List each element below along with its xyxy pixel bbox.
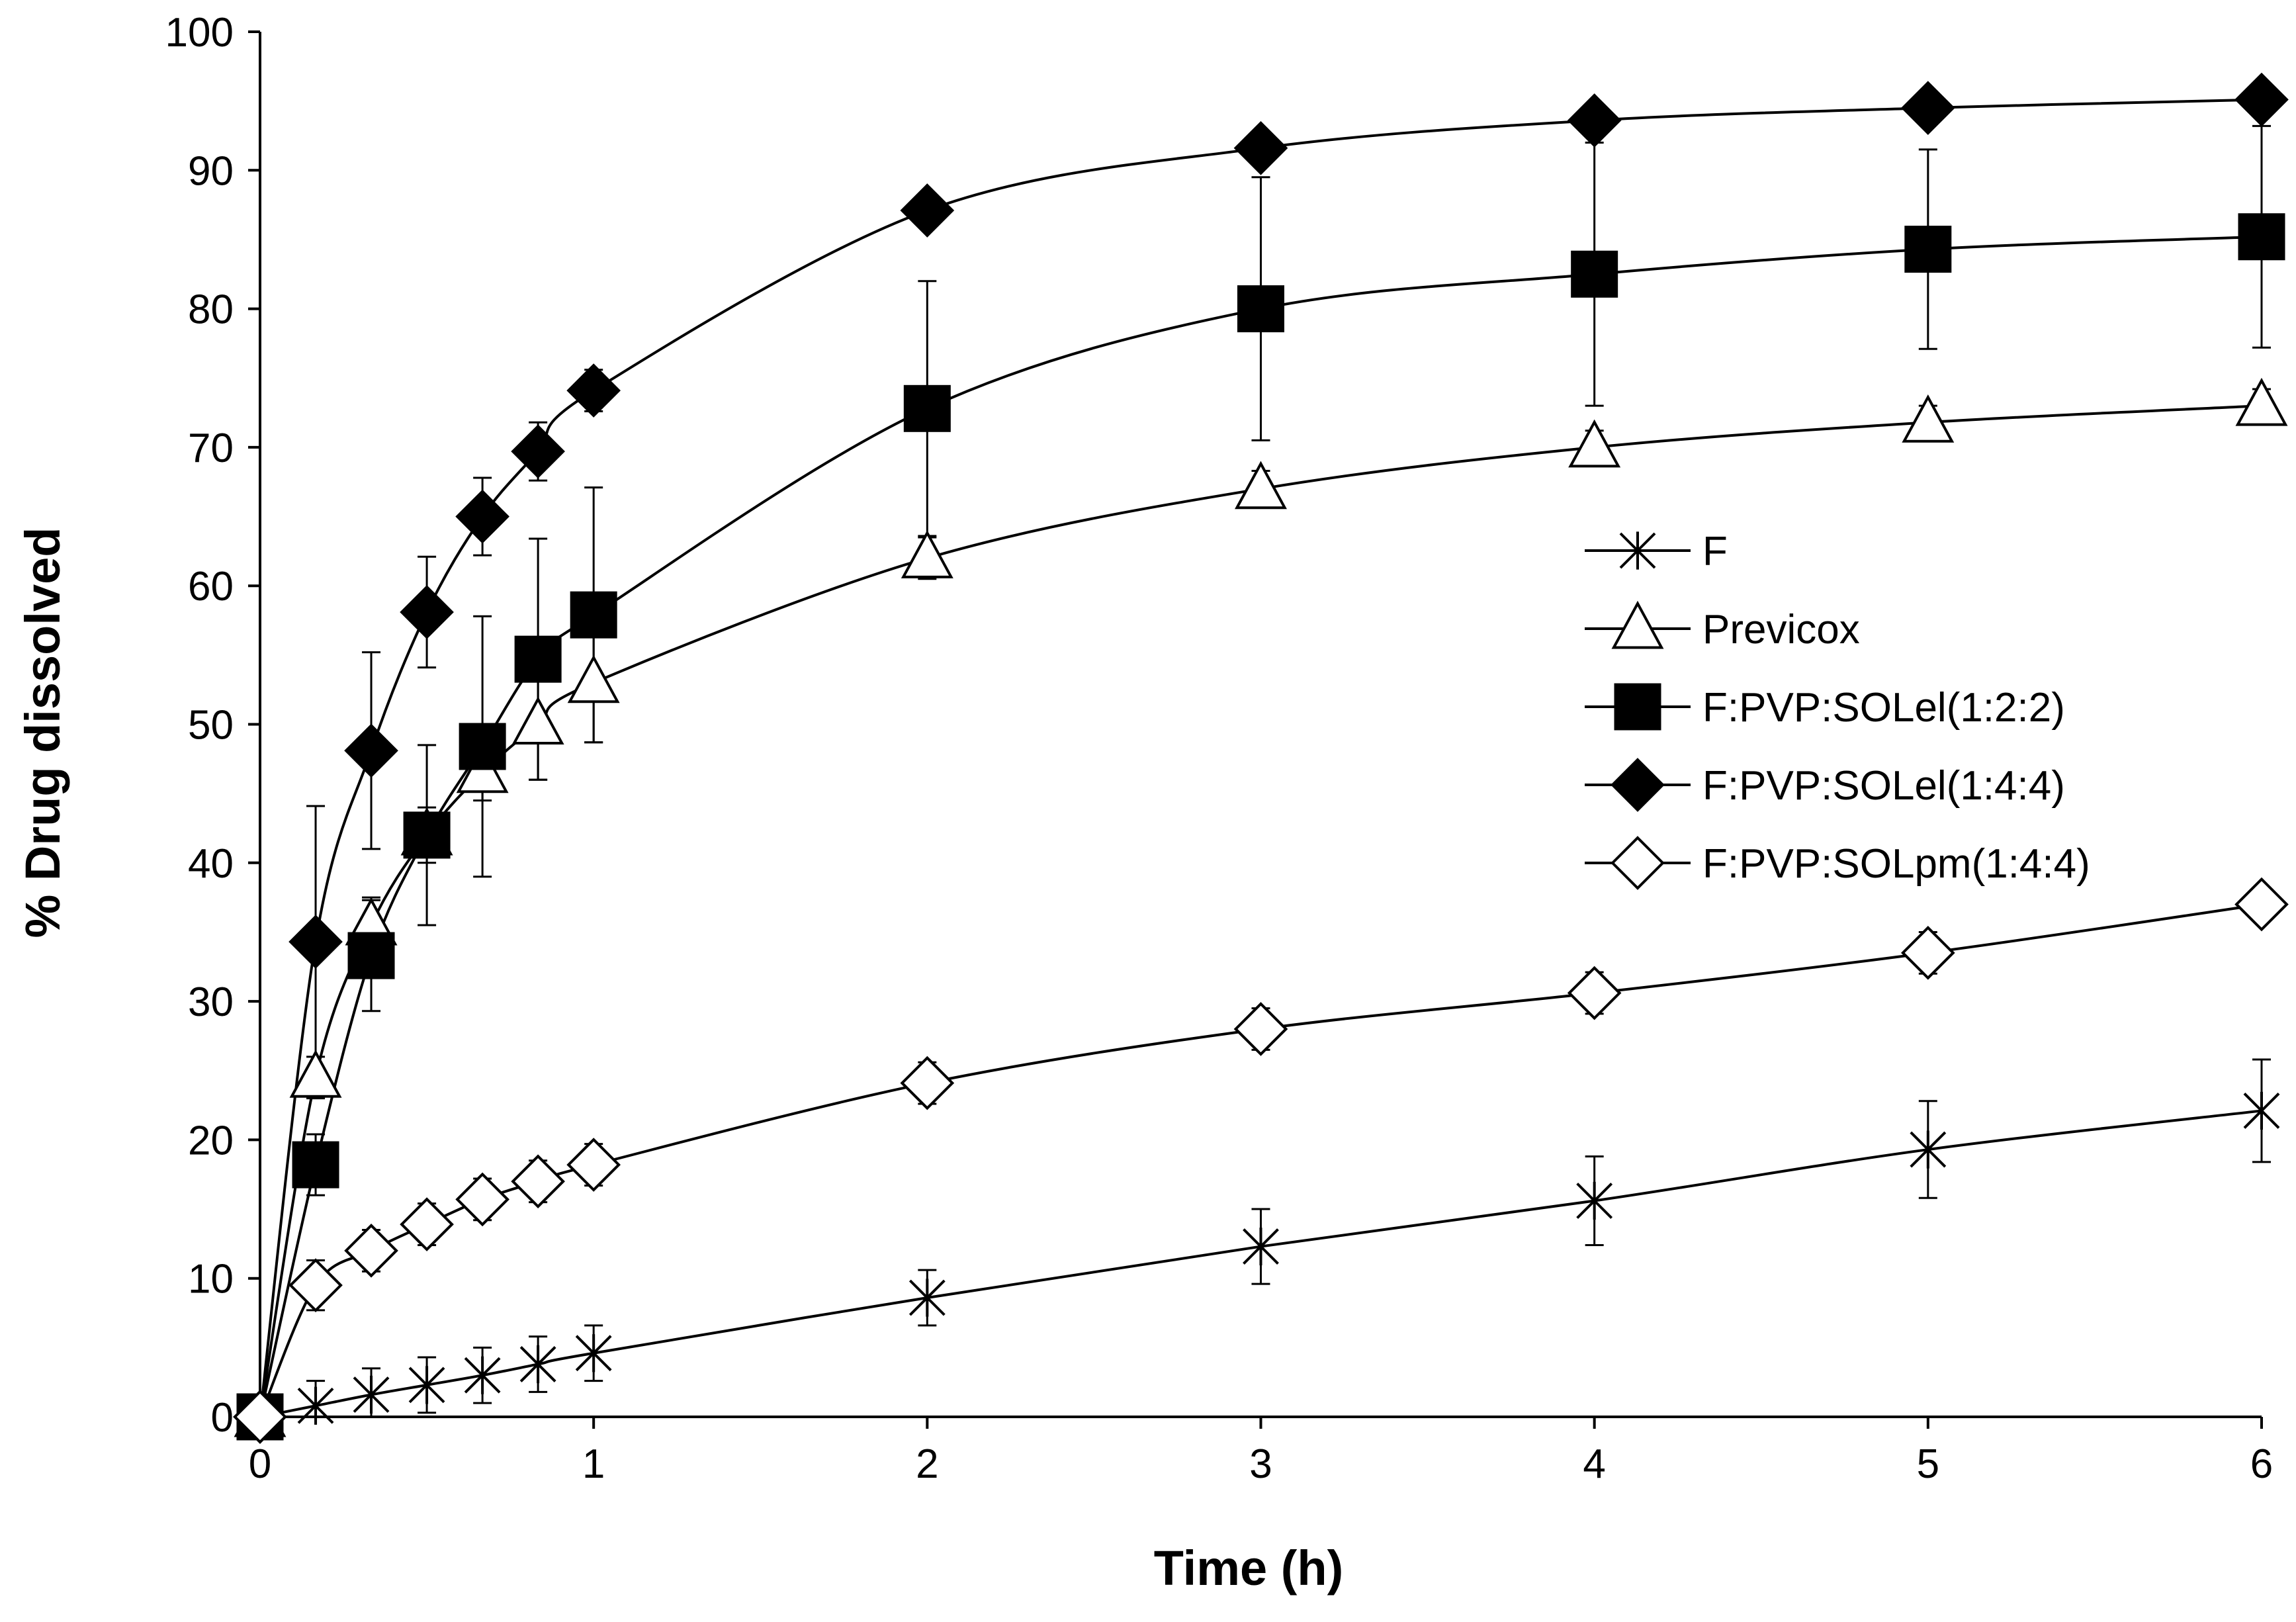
data-point-f-pvp-solel-1-2-2 [570,591,617,639]
legend-label: Previcox [1702,607,1860,653]
data-point-f-pvp-solel-1-4-4 [2234,72,2289,127]
data-point-f-pvp-solel-1-4-4 [288,915,343,969]
y-tick-label: 20 [188,1118,234,1163]
x-axis-title: Time (h) [1154,1541,1343,1596]
series-line-f-pvp-solel-1-4-4 [259,98,2262,1418]
data-point-f-pvp-solel-1-4-4 [511,424,565,479]
legend: F Previcox F:PVP:SOLel(1:2:2) F:PVP:SOLel(1… [1585,529,2090,890]
data-point-f-pvp-solpm-1-4-4 [2234,877,2289,932]
data-point-f-pvp-solel-1-4-4 [900,183,955,238]
legend-marker-f-pvp-solel-1-2-2 [1614,683,1661,731]
y-axis-title: % Drug dissolved [15,527,70,938]
y-tick-label: 90 [188,148,234,194]
y-tick-label: 0 [211,1395,234,1441]
y-tick-label: 70 [188,426,234,471]
data-point-f-pvp-solel-1-4-4 [344,723,398,778]
data-point-previcox [1235,461,1287,510]
x-tick-label: 2 [916,1441,938,1487]
y-tick-label: 60 [188,564,234,609]
data-point-f-pvp-solel-1-2-2 [1571,250,1618,298]
data-point-f-pvp-solpm-1-4-4 [288,1258,343,1312]
data-point-previcox [1568,419,1621,468]
data-point-f-pvp-solel-1-2-2 [347,932,395,979]
data-point-f [464,1356,501,1394]
data-point-f-pvp-solel-1-4-4 [1567,93,1622,148]
data-point-f [2243,1091,2280,1130]
series-markers [233,72,2289,1444]
data-point-f-pvp-solel-1-2-2 [903,384,951,432]
x-tick-label: 6 [2250,1441,2273,1487]
data-point-f-pvp-solpm-1-4-4 [1567,966,1622,1020]
data-point-previcox [2235,377,2288,426]
x-tick-label: 3 [1249,1441,1272,1487]
data-point-previcox [567,654,620,703]
data-point-f-pvp-solpm-1-4-4 [1901,926,1955,980]
data-point-f [1576,1181,1613,1220]
data-point-previcox [901,530,953,578]
series-line-f-pvp-solel-1-2-2 [259,235,2262,1418]
data-point-f-pvp-solel-1-4-4 [400,585,454,639]
legend-marker-f-pvp-solpm-1-4-4 [1611,836,1665,890]
data-point-f-pvp-solpm-1-4-4 [344,1224,398,1278]
data-point-f-pvp-solel-1-4-4 [455,489,509,544]
y-tick-label: 30 [188,979,234,1025]
legend-item-f-pvp-solpm-1-4-4: F:PVP:SOLpm(1:4:4) [1585,836,2090,890]
data-point-f-pvp-solel-1-4-4 [1901,81,1955,135]
legend-item-f-pvp-solel-1-2-2: F:PVP:SOLel(1:2:2) [1585,683,2065,731]
y-tick-label: 10 [188,1257,234,1302]
y-tick-label: 80 [188,287,234,333]
data-point-f-pvp-solpm-1-4-4 [400,1197,454,1251]
y-tick-label: 40 [188,841,234,887]
data-point-f-pvp-solel-1-4-4 [566,363,621,418]
data-point-f-pvp-solel-1-2-2 [1904,226,1952,273]
legend-label: F:PVP:SOLpm(1:4:4) [1702,841,2090,887]
legend-label: F:PVP:SOLel(1:2:2) [1702,685,2065,731]
data-point-f-pvp-solpm-1-4-4 [233,1390,287,1444]
data-point-previcox [289,1050,342,1098]
x-tick-label: 0 [249,1441,271,1487]
data-point-f-pvp-solpm-1-4-4 [900,1056,955,1110]
data-point-previcox [1902,394,1955,443]
data-point-f-pvp-solel-1-2-2 [1237,285,1284,333]
data-point-f [519,1345,556,1384]
data-point-f [1243,1227,1279,1266]
legend-item-f: F [1585,529,1728,574]
data-point-f-pvp-solel-1-2-2 [514,635,562,683]
data-point-f [408,1366,445,1404]
data-point-f-pvp-solel-1-2-2 [292,1141,339,1189]
data-point-f [353,1375,390,1414]
legend-label: F:PVP:SOLel(1:4:4) [1702,763,2065,809]
data-point-f-pvp-solpm-1-4-4 [455,1172,509,1227]
data-point-f-pvp-solel-1-4-4 [1233,120,1288,175]
legend-item-previcox: Previcox [1585,600,1860,653]
data-point-f [1910,1130,1947,1169]
data-point-f [575,1334,612,1373]
data-point-f-pvp-solpm-1-4-4 [566,1138,621,1192]
y-tick-label: 50 [188,703,234,748]
data-point-previcox [511,696,564,744]
x-tick-label: 5 [1917,1441,1939,1487]
data-point-f-pvp-solel-1-2-2 [403,811,451,859]
legend-label: F [1702,529,1728,574]
x-tick-label: 4 [1583,1441,1605,1487]
y-ticks: 0 10 20 30 40 50 60 70 80 90 100 [165,10,260,1441]
x-tick-label: 1 [582,1441,605,1487]
data-point-f-pvp-solpm-1-4-4 [511,1154,565,1209]
legend-marker-f [1619,531,1656,570]
y-tick-label: 100 [165,10,234,56]
legend-marker-f-pvp-solel-1-4-4 [1611,758,1665,812]
series-line-f-pvp-solpm-1-4-4 [259,903,2262,1418]
legend-item-f-pvp-solel-1-4-4: F:PVP:SOLel(1:4:4) [1585,758,2065,812]
legend-marker-previcox [1611,600,1664,649]
x-ticks: 0 1 2 3 4 5 6 [249,1417,2273,1487]
data-point-f-pvp-solpm-1-4-4 [1233,1002,1288,1056]
data-point-f [908,1279,946,1317]
data-point-f [297,1386,334,1425]
data-point-f-pvp-solel-1-2-2 [2238,213,2285,261]
data-point-f-pvp-solel-1-2-2 [459,723,506,770]
